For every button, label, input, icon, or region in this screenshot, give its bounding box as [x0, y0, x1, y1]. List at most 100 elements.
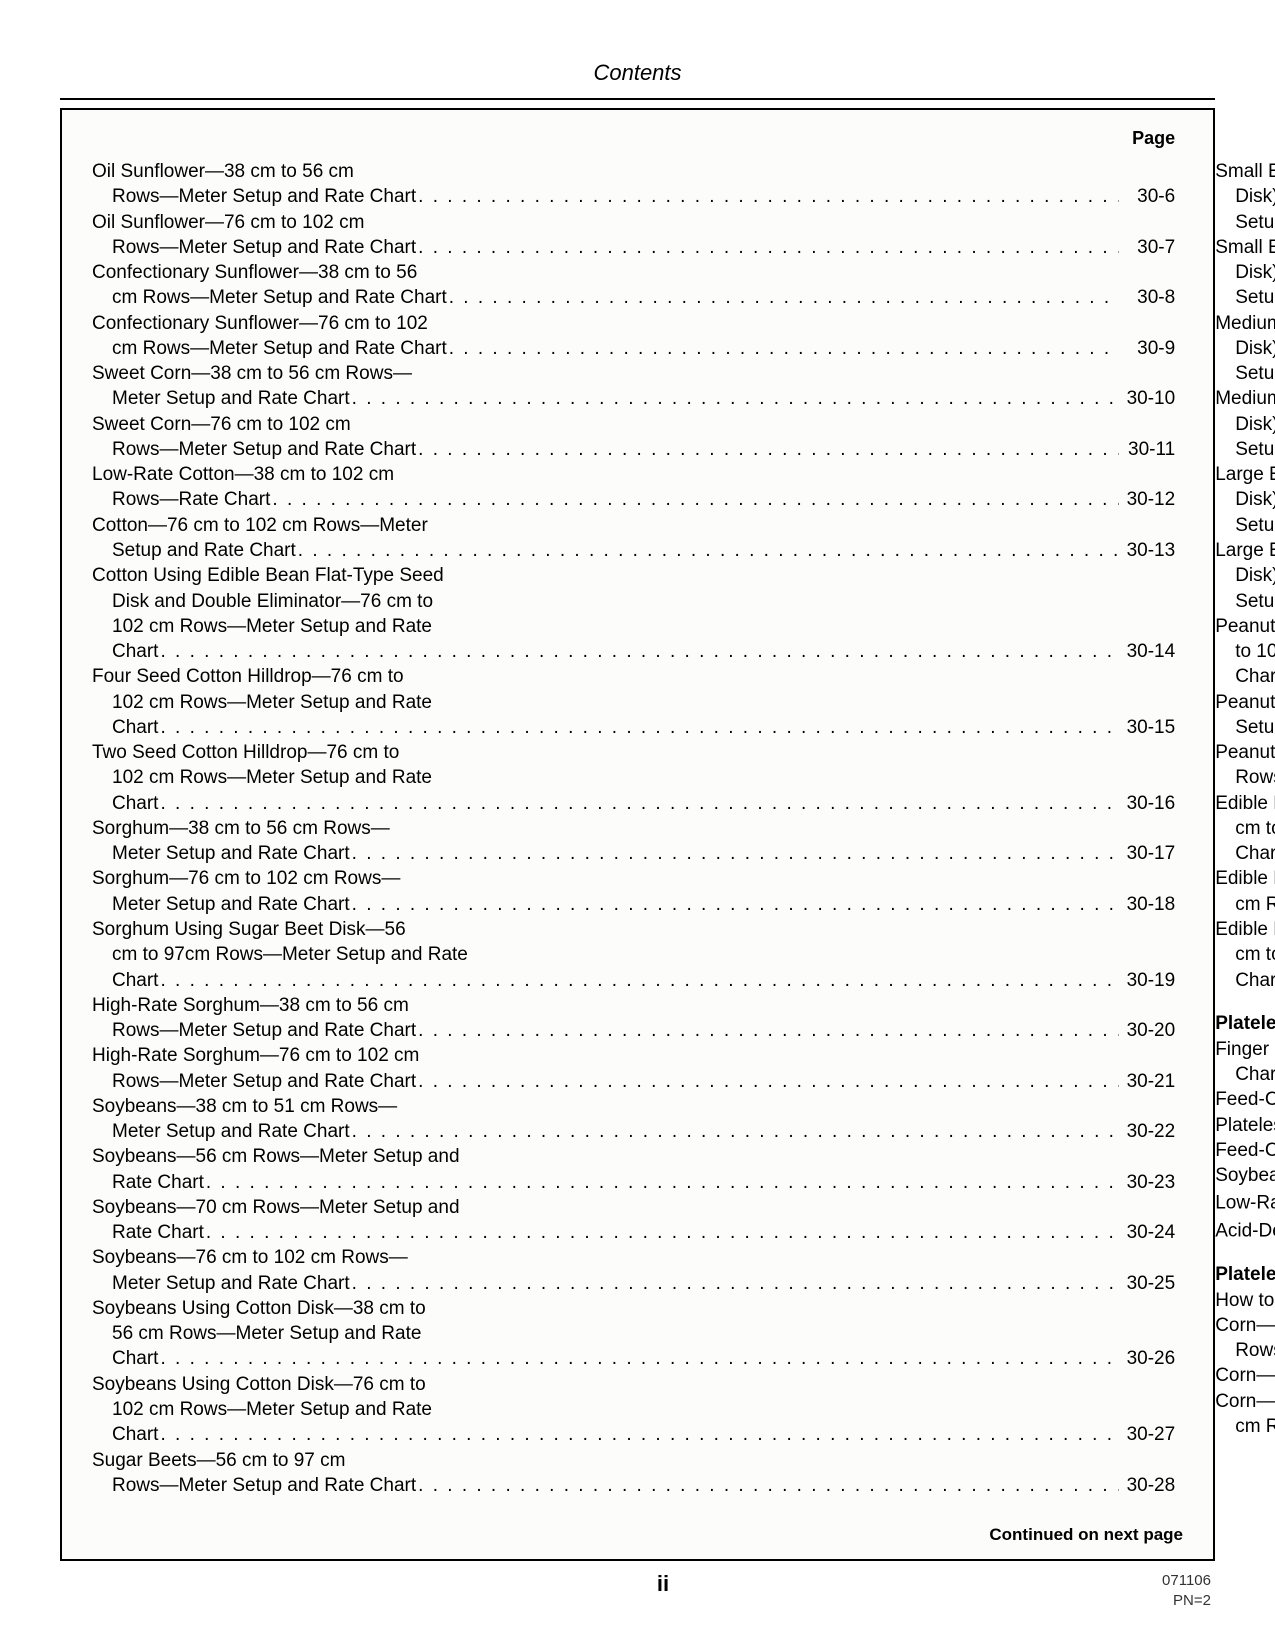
toc-last-line: Chart 30-15	[92, 715, 1175, 740]
toc-text: Rate Chart	[112, 1220, 204, 1245]
toc-text: Setup and Rate Chart	[1235, 513, 1275, 538]
toc-entry: Cotton Using Edible Bean Flat-Type SeedD…	[92, 563, 1175, 664]
columns: Page Oil Sunflower—38 cm to 56 cmRows—Me…	[92, 128, 1183, 1541]
toc-text-line: Peanuts (Runner and Spanish)—76 cm	[1215, 614, 1275, 639]
toc-last-line: Chart30-27	[92, 1422, 1175, 1447]
toc-entry: Soybeans—38 cm to 51 cm Rows—Meter Setup…	[92, 1094, 1175, 1145]
toc-text-line: Disk)—38 cm to 56 cm Rows—Meter	[1215, 184, 1275, 209]
toc-entry: Peanuts (Virginia)—70 cm Rows—MeterSetup…	[1215, 690, 1275, 741]
toc-last-line: Chart30-38	[1215, 841, 1275, 866]
toc-text-line: Soybeans—70 cm Rows—Meter Setup and	[92, 1195, 1175, 1220]
toc-last-line: cm Rows—Meter Setup and Rate Chart30-9	[92, 336, 1175, 361]
leader-dots	[447, 336, 1119, 361]
toc-text: Chart	[112, 715, 158, 740]
toc-text: Low-Rate Sorghum Feed-Cup1	[1215, 1188, 1275, 1216]
leader-dots	[204, 1170, 1119, 1195]
toc-page: 30-20	[1119, 1018, 1175, 1043]
toc-text-line: Oil Sunflower—38 cm to 56 cm	[92, 159, 1175, 184]
toc-last-line: Setup and Rate Chart30-36	[1215, 715, 1275, 740]
toc-entry: Sorghum—38 cm to 56 cm Rows—Meter Setup …	[92, 816, 1175, 867]
left-column: Page Oil Sunflower—38 cm to 56 cmRows—Me…	[92, 128, 1175, 1541]
toc-page: 30-24	[1119, 1220, 1175, 1245]
toc-text-line: Soybeans Using Cotton Disk—38 cm to	[92, 1296, 1175, 1321]
toc-text-line: Sweet Corn—76 cm to 102 cm	[92, 412, 1175, 437]
toc-page: 30-15	[1119, 715, 1175, 740]
toc-entry: Low-Rate Cotton—38 cm to 102 cmRows—Rate…	[92, 462, 1175, 513]
toc-last-line: Chart30-40	[1215, 968, 1275, 993]
toc-text-line: Edible Beans (Flat-Type Seed Disk)—56	[1215, 866, 1275, 891]
toc-page: 30-16	[1119, 791, 1175, 816]
toc-last-line: How to Use Planting Rate Charts40-1	[1215, 1288, 1275, 1313]
toc-entry: Low-Rate Sorghum Feed-Cup135-7	[1215, 1188, 1275, 1216]
page-label: Page	[1115, 128, 1175, 149]
toc-text: Feed-Cup Operating Characteristics	[1215, 1087, 1275, 1112]
toc-last-line: Characteristics35-1	[1215, 1062, 1275, 1087]
toc-page: 30-9	[1119, 336, 1175, 361]
toc-last-line: Soybean Feed-Cup35-6	[1215, 1163, 1275, 1188]
toc-last-line: Rows—Meter Setup and Rate Chart30-21	[92, 1069, 1175, 1094]
toc-text: Chart	[112, 1346, 158, 1371]
toc-text: Meter Setup and Rate Chart	[112, 841, 350, 866]
section-heading: Plateless Meter Rate Charts	[1215, 1264, 1275, 1286]
toc-entry: Confectionary Sunflower—76 cm to 102cm R…	[92, 311, 1175, 362]
leader-dots	[416, 1473, 1119, 1498]
toc-entry: Corn—Finger Pick-Up—76 cm to 102cm Rows4…	[1215, 1389, 1275, 1440]
toc-entry: Soybeans Using Cotton Disk—38 cm to56 cm…	[92, 1296, 1175, 1372]
toc-text: cm Rows—Meter Setup and Rate Chart	[1235, 892, 1275, 917]
toc-text: Rows—Meter Setup and Rate Chart	[112, 184, 416, 209]
toc-last-line: Chart 30-16	[92, 791, 1175, 816]
toc-page: 30-7	[1119, 235, 1175, 260]
toc-page: 30-23	[1119, 1170, 1175, 1195]
toc-last-line: Corn—Finger Pick-Up—70 cm Rows40-3	[1215, 1363, 1275, 1388]
toc-text-line: Disk and Double Eliminator—76 cm to	[92, 589, 1175, 614]
toc-last-line: cm Rows40-4	[1215, 1414, 1275, 1439]
leader-dots	[416, 1018, 1119, 1043]
toc-last-line: Low-Rate Sorghum Feed-Cup135-7	[1215, 1188, 1275, 1216]
toc-last-line: Meter Setup and Rate Chart30-22	[92, 1119, 1175, 1144]
toc-text-line: High-Rate Sorghum—38 cm to 56 cm	[92, 993, 1175, 1018]
toc-text-line: Disk)—76 cm to 102 cm Rows—Meter	[1215, 563, 1275, 588]
toc-entry: Corn—Finger Pick-Up—38 cm to 51 cmRows40…	[1215, 1313, 1275, 1364]
toc-last-line: Rows—Meter Setup and Rate Chart30-7	[92, 235, 1175, 260]
toc-text: Chart	[112, 1422, 158, 1447]
toc-last-line: Setup and Rate Chart30-33	[1215, 513, 1275, 538]
toc-text: Chart	[1235, 968, 1275, 993]
page: Contents Page Oil Sunflower—38 cm to 56 …	[0, 0, 1275, 1650]
toc-text: Chart	[112, 791, 158, 816]
toc-page: 30-21	[1119, 1069, 1175, 1094]
toc-text: Soybean Feed-Cup	[1215, 1163, 1275, 1188]
toc-page: 30-26	[1119, 1346, 1175, 1371]
toc-last-line: Feed-Cup Metering Unit35-6	[1215, 1138, 1275, 1163]
toc-text: Setup and Rate Chart	[1235, 437, 1275, 462]
toc-last-line: Setup and Rate Chart30-31	[1215, 361, 1275, 386]
header-title: Contents	[60, 60, 1215, 86]
toc-text-line: cm to 97cm Rows—Meter Setup and Rate	[92, 942, 1175, 967]
footer-pn: PN=2	[1162, 1591, 1211, 1611]
toc-entry: Medium Edible Beans (Cell Type SeedDisk)…	[1215, 386, 1275, 462]
toc-text-line: Peanuts (Virginia)—70 cm Rows—Meter	[1215, 690, 1275, 715]
toc-entry: Edible Beans (Flat-Type Seed Disk)—76cm …	[1215, 917, 1275, 993]
toc-text-line: Sorghum—76 cm to 102 cm Rows—	[92, 866, 1175, 891]
toc-text-line: 102 cm Rows—Meter Setup and Rate	[92, 614, 1175, 639]
toc-text: Rows—Meter Setup and Rate Chart	[112, 437, 416, 462]
toc-text-line: Sugar Beets—56 cm to 97 cm	[92, 1448, 1175, 1473]
toc-text: Setup and Rate Chart	[1235, 285, 1275, 310]
toc-text-line: to 102 cm Rows—Meter Setup and Rate	[1215, 639, 1275, 664]
toc-text: Setup and Rate Chart	[1235, 361, 1275, 386]
toc-last-line: Chart30-14	[92, 639, 1175, 664]
toc-text-line: Peanuts (Virginia)—76 cm to 102 cm	[1215, 740, 1275, 765]
toc-entry: Peanuts (Virginia)—76 cm to 102 cmRows—M…	[1215, 740, 1275, 791]
toc-last-line: Plateless Metering Units35-5	[1215, 1113, 1275, 1138]
toc-entry: How to Use Planting Rate Charts40-1	[1215, 1288, 1275, 1313]
toc-text: Rate Chart	[112, 1170, 204, 1195]
toc-entry: Small Edible Beans (Cell Type SeedDisk)—…	[1215, 159, 1275, 235]
toc-entry: High-Rate Sorghum—38 cm to 56 cmRows—Met…	[92, 993, 1175, 1044]
toc-text-line: Edible Beans (Flat-Type Seed Disk)—76	[1215, 917, 1275, 942]
toc-entry: Oil Sunflower—76 cm to 102 cmRows—Meter …	[92, 210, 1175, 261]
leader-dots	[158, 1422, 1119, 1447]
leader-dots	[158, 639, 1119, 664]
toc-entry: Soybean Feed-Cup35-6	[1215, 1163, 1275, 1188]
toc-entry: Soybeans—70 cm Rows—Meter Setup andRate …	[92, 1195, 1175, 1246]
toc-last-line: Rows—Meter Setup and Rate Chart30-6	[92, 184, 1175, 209]
leader-dots	[416, 235, 1119, 260]
